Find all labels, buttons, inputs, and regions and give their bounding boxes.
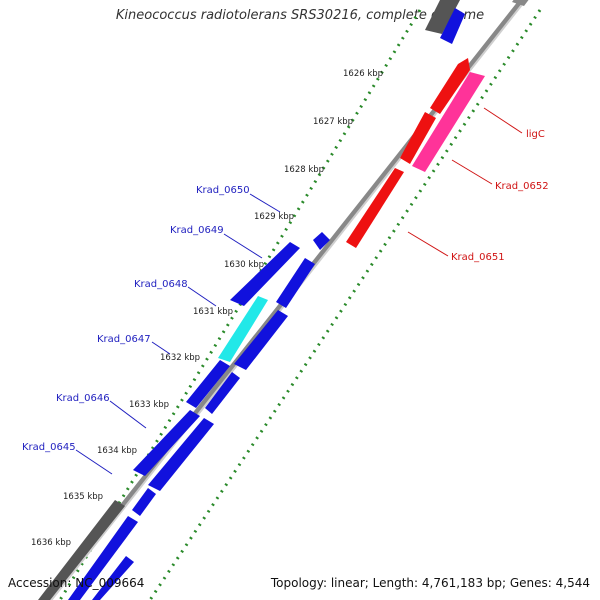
gene-ligc[interactable] — [430, 58, 470, 114]
reverse-labels: ligC Krad_0652 Krad_0651 — [451, 129, 549, 263]
leader-krad-0649 — [223, 233, 263, 259]
gene-krad-0650-small[interactable] — [313, 232, 330, 250]
kbp-tick-1632: 1632 kbp — [160, 353, 200, 363]
gene-krad-0649[interactable] — [230, 242, 300, 306]
leader-krad-0651 — [407, 231, 449, 257]
kbp-tick-1633: 1633 kbp — [129, 400, 169, 410]
label-krad-0649[interactable]: Krad_0649 — [170, 225, 224, 236]
forward-genes — [38, 232, 330, 600]
kbp-tick-1626: 1626 kbp — [343, 69, 383, 79]
gene-blue-bottom-2[interactable] — [92, 556, 134, 600]
kbp-tick-1634: 1634 kbp — [97, 446, 137, 456]
gene-blue-bottom-1[interactable] — [68, 516, 138, 600]
gene-grey-left[interactable] — [38, 500, 125, 600]
label-ligc[interactable]: ligC — [526, 129, 545, 140]
forward-labels: Krad_0650 Krad_0649 Krad_0648 Krad_0647 … — [22, 185, 250, 453]
gene-top-right-grey[interactable] — [512, 0, 530, 6]
gene-krad-0645[interactable] — [132, 488, 156, 516]
leader-krad-0645 — [75, 449, 113, 475]
gene-krad-0650[interactable] — [276, 258, 315, 308]
accession-text: Accession: NC_009664 — [8, 576, 145, 590]
leader-krad-0647 — [151, 341, 171, 355]
genome-summary-text: Topology: linear; Length: 4,761,183 bp; … — [270, 576, 590, 590]
leader-krad-0648 — [187, 286, 217, 307]
label-krad-0652[interactable]: Krad_0652 — [495, 181, 549, 192]
gene-ligc-b[interactable] — [400, 112, 436, 164]
label-krad-0650[interactable]: Krad_0650 — [196, 185, 250, 196]
kbp-tick-1628: 1628 kbp — [284, 165, 324, 175]
gene-krad-0647[interactable] — [186, 360, 230, 408]
label-krad-0648[interactable]: Krad_0648 — [134, 279, 188, 290]
label-leaders — [75, 107, 523, 475]
reverse-genes — [346, 58, 485, 248]
gene-top-blue[interactable] — [440, 8, 465, 44]
gene-krad-0652[interactable] — [412, 72, 485, 172]
kbp-tick-1630: 1630 kbp — [224, 260, 264, 270]
kbp-ticks: 1626 kbp 1627 kbp 1628 kbp 1629 kbp 1630… — [31, 69, 383, 548]
gene-krad-0646[interactable] — [133, 410, 200, 476]
gene-krad-0648[interactable] — [218, 296, 268, 362]
label-krad-0645[interactable]: Krad_0645 — [22, 442, 76, 453]
map-title: Kineococcus radiotolerans SRS30216, comp… — [115, 8, 485, 23]
gene-krad-0651[interactable] — [346, 168, 404, 248]
gene-top-grey[interactable] — [425, 0, 460, 34]
leader-krad-0652 — [451, 159, 493, 185]
leader-ligc — [483, 107, 523, 134]
label-krad-0646[interactable]: Krad_0646 — [56, 393, 110, 404]
label-krad-0647[interactable]: Krad_0647 — [97, 334, 151, 345]
leader-krad-0646 — [109, 400, 147, 429]
gene-krad-0647-inner[interactable] — [234, 310, 288, 370]
right-tick-rail — [148, 9, 542, 600]
kbp-tick-1635: 1635 kbp — [63, 492, 103, 502]
kbp-tick-1629: 1629 kbp — [254, 212, 294, 222]
left-tick-rail — [58, 9, 422, 600]
leader-krad-0650 — [249, 193, 281, 213]
kbp-tick-1636: 1636 kbp — [31, 538, 71, 548]
kbp-tick-1627: 1627 kbp — [313, 117, 353, 127]
gene-krad-0646-inner[interactable] — [148, 418, 214, 491]
gene-krad-0647-arrow[interactable] — [205, 372, 240, 414]
label-krad-0651[interactable]: Krad_0651 — [451, 252, 505, 263]
kbp-tick-1631: 1631 kbp — [193, 307, 233, 317]
